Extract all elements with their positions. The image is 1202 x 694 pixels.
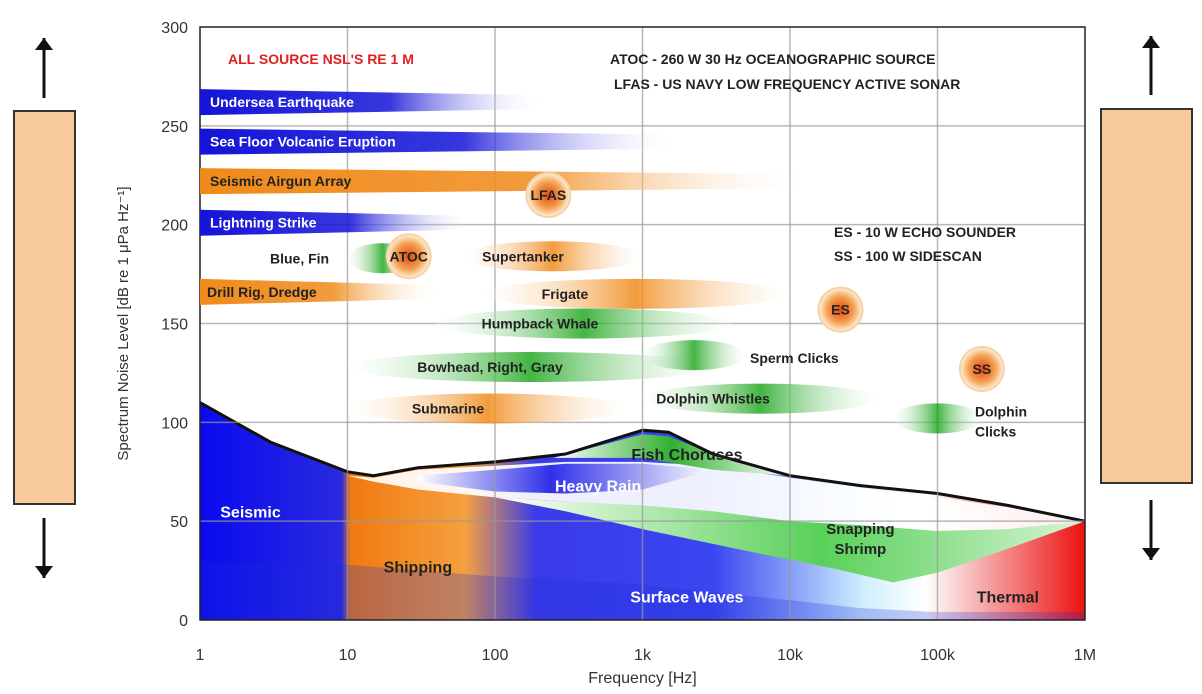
x-tick-label: 1M bbox=[1074, 647, 1096, 664]
x-tick-label: 100k bbox=[920, 647, 956, 664]
x-tick-label: 1 bbox=[196, 647, 205, 664]
source-band-shape bbox=[462, 241, 643, 272]
point-source-label: ATOC bbox=[390, 248, 428, 264]
source-band-shape bbox=[200, 168, 815, 195]
y-tick-label: 300 bbox=[161, 20, 188, 37]
point-source-marker bbox=[958, 345, 1005, 392]
source-band-shape bbox=[642, 340, 746, 371]
y-tick-label: 0 bbox=[179, 613, 188, 630]
source-band-shape bbox=[200, 209, 475, 236]
source-label-line: Clicks bbox=[975, 423, 1016, 439]
source-band-shape bbox=[480, 278, 790, 309]
point-source: ATOC bbox=[385, 233, 432, 280]
source-band-shape bbox=[893, 403, 982, 434]
source-band bbox=[436, 308, 732, 339]
nsl-note: ALL SOURCE NSL'S RE 1 M bbox=[228, 51, 414, 67]
arrow-head bbox=[35, 38, 53, 50]
ss-note: SS - 100 W SIDESCAN bbox=[834, 248, 982, 264]
noise-region-label-line: Snapping bbox=[826, 521, 894, 538]
source-band-shape bbox=[642, 383, 879, 414]
source-band bbox=[200, 278, 443, 305]
source-label: Lightning Strike bbox=[210, 215, 317, 231]
arrow-head bbox=[1142, 36, 1160, 48]
source-band bbox=[347, 351, 713, 382]
x-tick-label: 1k bbox=[634, 647, 652, 664]
noise-region-label: Surface Waves bbox=[630, 589, 743, 606]
noise-region-label-line: Shrimp bbox=[835, 541, 887, 558]
source-band bbox=[480, 278, 790, 309]
source-label: Frigate bbox=[542, 286, 589, 302]
noise-region-label: Shipping bbox=[384, 560, 452, 577]
source-band-shape bbox=[200, 128, 682, 155]
source-band bbox=[642, 383, 879, 414]
source-label: Supertanker bbox=[482, 248, 564, 264]
y-tick-label: 250 bbox=[161, 119, 188, 136]
source-band bbox=[462, 241, 643, 272]
x-tick-label: 100 bbox=[482, 647, 509, 664]
power-ratio-ruler bbox=[13, 110, 76, 505]
source-band bbox=[347, 393, 629, 424]
noise-region-label: Fish Choruses bbox=[631, 447, 742, 464]
point-source-marker bbox=[385, 233, 432, 280]
point-source-marker bbox=[525, 172, 572, 219]
source-label: Drill Rig, Dredge bbox=[207, 284, 317, 300]
source-label: Dolphin Whistles bbox=[656, 391, 770, 407]
source-band-shape bbox=[200, 89, 546, 116]
y-axis-title: Spectrum Noise Level [dB re 1 μPa Hz⁻¹] bbox=[115, 186, 132, 460]
source-band bbox=[642, 340, 746, 371]
x-axis-title: Frequency [Hz] bbox=[588, 670, 696, 687]
point-source-marker bbox=[817, 286, 864, 333]
y-tick-label: 50 bbox=[170, 514, 188, 531]
arrow-head bbox=[35, 566, 53, 578]
noise-region-label: Thermal bbox=[977, 589, 1039, 606]
lfas-note: LFAS - US NAVY LOW FREQUENCY ACTIVE SONA… bbox=[614, 76, 960, 92]
point-source-label: SS bbox=[973, 361, 992, 377]
source-label: Sperm Clicks bbox=[750, 350, 839, 366]
point-source: LFAS bbox=[525, 172, 572, 219]
es-note: ES - 10 W ECHO SOUNDER bbox=[834, 224, 1016, 240]
source-label: Blue, Fin bbox=[270, 250, 329, 266]
plot-frame bbox=[199, 26, 1086, 621]
y-tick-label: 200 bbox=[161, 218, 188, 235]
source-band-shape bbox=[200, 278, 443, 305]
point-source: ES bbox=[817, 286, 864, 333]
heavy-rain-area bbox=[417, 463, 713, 494]
source-label-line: Dolphin bbox=[975, 403, 1027, 419]
source-band-shape bbox=[347, 351, 713, 382]
noise-region-label: Heavy Rain bbox=[555, 479, 641, 496]
source-band-shape bbox=[436, 308, 732, 339]
y-tick-label: 100 bbox=[161, 415, 188, 432]
x-tick-label: 10k bbox=[777, 647, 804, 664]
source-label: Undersea Earthquake bbox=[210, 94, 354, 110]
point-source-label: LFAS bbox=[530, 187, 566, 203]
source-band bbox=[200, 168, 815, 195]
source-label: Submarine bbox=[412, 400, 485, 416]
source-band bbox=[200, 128, 682, 155]
source-label: Seismic Airgun Array bbox=[210, 173, 352, 189]
source-label: Sea Floor Volcanic Eruption bbox=[210, 134, 396, 150]
source-band bbox=[200, 89, 546, 116]
source-band bbox=[200, 209, 475, 236]
noise-region-label: Seismic bbox=[220, 504, 281, 521]
atoc-note: ATOC - 260 W 30 Hz OCEANOGRAPHIC SOURCE bbox=[610, 51, 935, 67]
source-label: Humpback Whale bbox=[482, 316, 599, 332]
point-source: SS bbox=[958, 345, 1005, 392]
y-tick-label: 150 bbox=[161, 317, 188, 334]
source-band-shape bbox=[347, 393, 629, 424]
arrow-head bbox=[1142, 548, 1160, 560]
x-tick-label: 10 bbox=[339, 647, 357, 664]
source-band bbox=[893, 403, 982, 434]
source-label: Bowhead, Right, Gray bbox=[417, 359, 563, 375]
point-source-label: ES bbox=[831, 302, 850, 318]
distance-ruler bbox=[1100, 108, 1193, 484]
fish-choruses-area bbox=[553, 434, 790, 476]
